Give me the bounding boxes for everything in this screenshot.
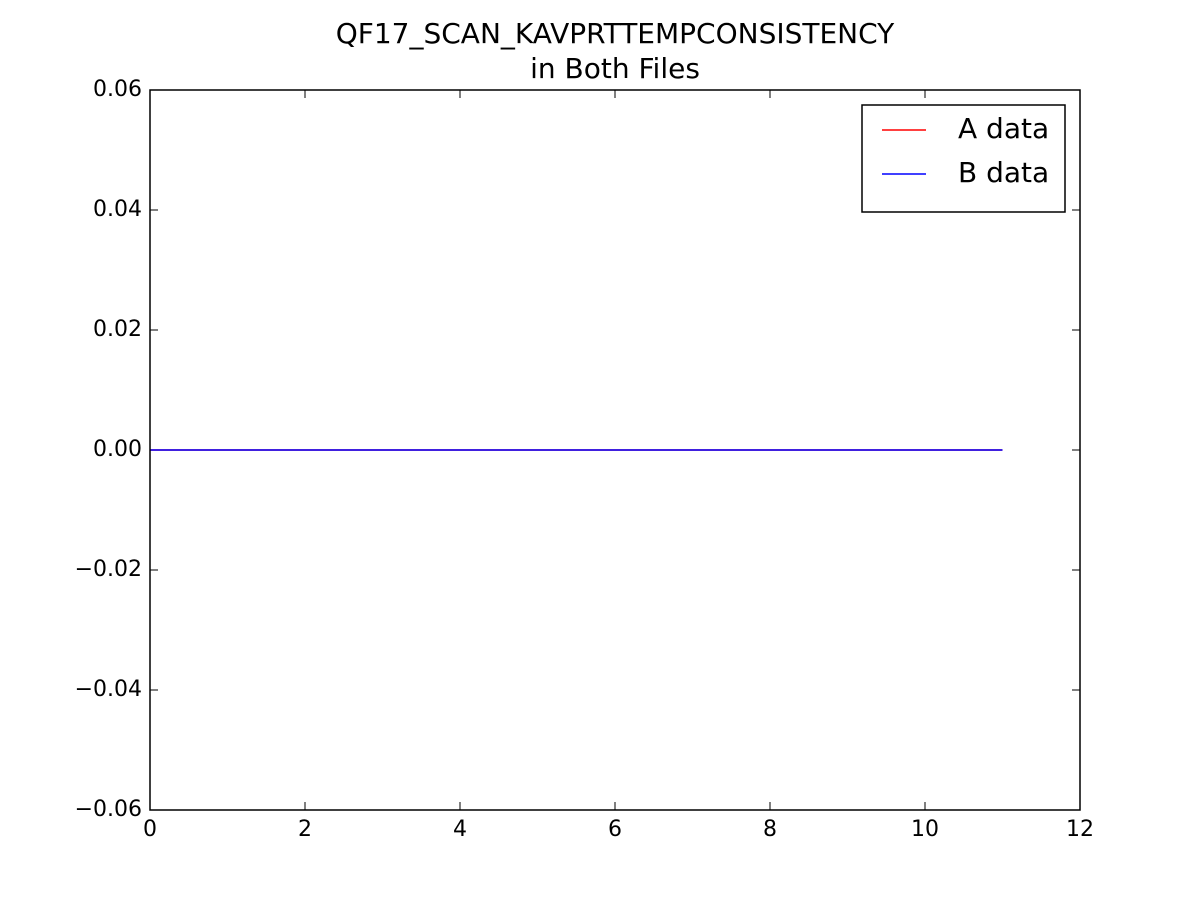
x-tick-label: 0	[143, 817, 157, 842]
plot-frame	[149, 89, 1081, 811]
y-tick-label: −0.04	[75, 677, 142, 702]
legend-box	[861, 104, 1066, 213]
chart-title: QF17_SCAN_KAVPRTTEMPCONSISTENCY	[336, 17, 895, 50]
x-tick-label: 6	[608, 817, 622, 842]
y-tick-label: 0.00	[93, 437, 142, 462]
x-tick-label: 10	[911, 817, 939, 842]
y-tick-label: −0.06	[75, 797, 142, 822]
y-tick-label: 0.02	[93, 317, 142, 342]
y-tick-label: −0.02	[75, 557, 142, 582]
chart-subtitle: in Both Files	[530, 52, 700, 85]
y-tick-label: 0.04	[93, 197, 142, 222]
legend-label: A data	[958, 112, 1049, 145]
legend-label: B data	[958, 156, 1049, 189]
x-tick-label: 2	[298, 817, 312, 842]
x-tick-label: 8	[763, 817, 777, 842]
y-tick-label: 0.06	[93, 77, 142, 102]
x-tick-label: 12	[1066, 817, 1094, 842]
x-tick-label: 4	[453, 817, 467, 842]
